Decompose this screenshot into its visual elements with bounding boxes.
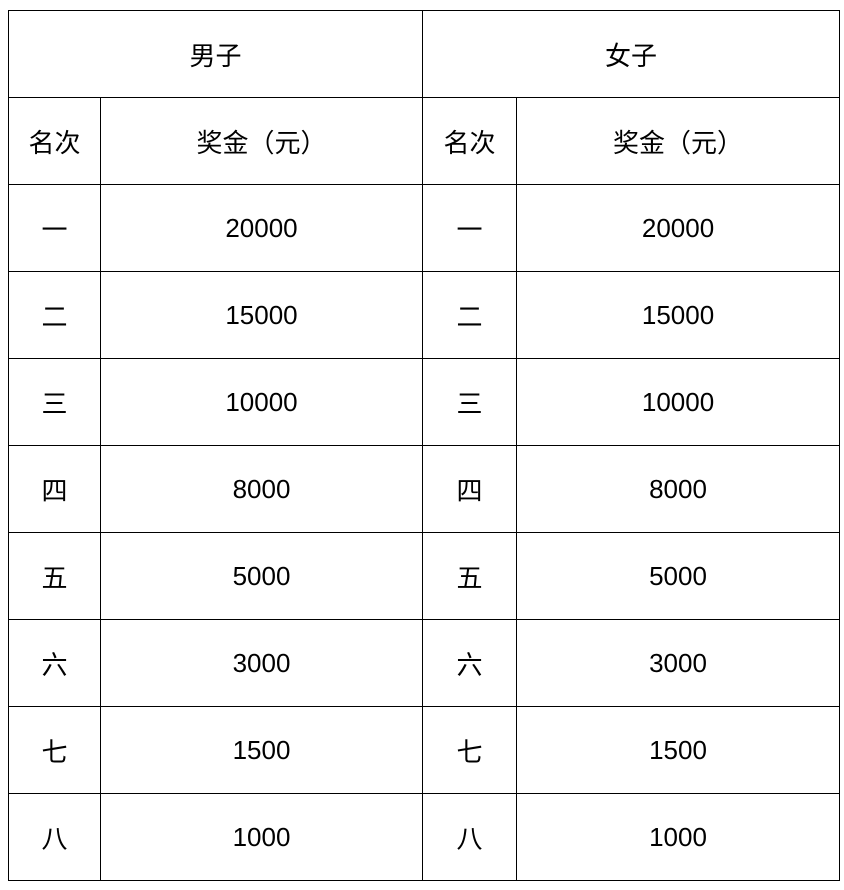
men-prize-cell: 20000 [99, 184, 424, 272]
column-header-prize: 奖金（元） [516, 97, 841, 185]
men-rank-cell: 六 [8, 619, 101, 707]
table-row: 三 10000 三 10000 [8, 358, 841, 446]
men-prize-cell: 1000 [99, 793, 424, 881]
table-row: 八 1000 八 1000 [8, 793, 841, 881]
men-rank-cell: 五 [8, 532, 101, 620]
women-rank-cell: 六 [422, 619, 518, 707]
men-prize-cell: 5000 [99, 532, 424, 620]
group-header-women: 女子 [422, 10, 841, 98]
column-header-rank: 名次 [8, 97, 101, 185]
column-header-prize: 奖金（元） [99, 97, 424, 185]
men-rank-cell: 三 [8, 358, 101, 446]
column-header-rank: 名次 [422, 97, 518, 185]
women-prize-cell: 20000 [516, 184, 841, 272]
table-row: 六 3000 六 3000 [8, 619, 841, 707]
prize-table: 男子 女子 名次 奖金（元） 名次 奖金（元） 一 20000 一 20000 二 150… [7, 10, 841, 881]
table-row: 二 15000 二 15000 [8, 271, 841, 359]
men-prize-cell: 15000 [99, 271, 424, 359]
men-prize-cell: 1500 [99, 706, 424, 794]
table-row: 四 8000 四 8000 [8, 445, 841, 533]
women-prize-cell: 1500 [516, 706, 841, 794]
men-rank-cell: 四 [8, 445, 101, 533]
women-rank-cell: 四 [422, 445, 518, 533]
women-rank-cell: 八 [422, 793, 518, 881]
women-rank-cell: 二 [422, 271, 518, 359]
women-prize-cell: 1000 [516, 793, 841, 881]
men-rank-cell: 八 [8, 793, 101, 881]
women-prize-cell: 15000 [516, 271, 841, 359]
men-prize-cell: 3000 [99, 619, 424, 707]
men-prize-cell: 10000 [99, 358, 424, 446]
women-prize-cell: 5000 [516, 532, 841, 620]
column-header-row: 名次 奖金（元） 名次 奖金（元） [8, 97, 841, 185]
table-row: 一 20000 一 20000 [8, 184, 841, 272]
men-prize-cell: 8000 [99, 445, 424, 533]
table-row: 七 1500 七 1500 [8, 706, 841, 794]
women-rank-cell: 七 [422, 706, 518, 794]
women-prize-cell: 8000 [516, 445, 841, 533]
women-rank-cell: 一 [422, 184, 518, 272]
men-rank-cell: 二 [8, 271, 101, 359]
women-prize-cell: 10000 [516, 358, 841, 446]
men-rank-cell: 七 [8, 706, 101, 794]
women-rank-cell: 五 [422, 532, 518, 620]
women-prize-cell: 3000 [516, 619, 841, 707]
group-header-men: 男子 [7, 10, 424, 98]
table-row: 五 5000 五 5000 [8, 532, 841, 620]
group-header-row: 男子 女子 [7, 10, 841, 98]
men-rank-cell: 一 [8, 184, 101, 272]
women-rank-cell: 三 [422, 358, 518, 446]
